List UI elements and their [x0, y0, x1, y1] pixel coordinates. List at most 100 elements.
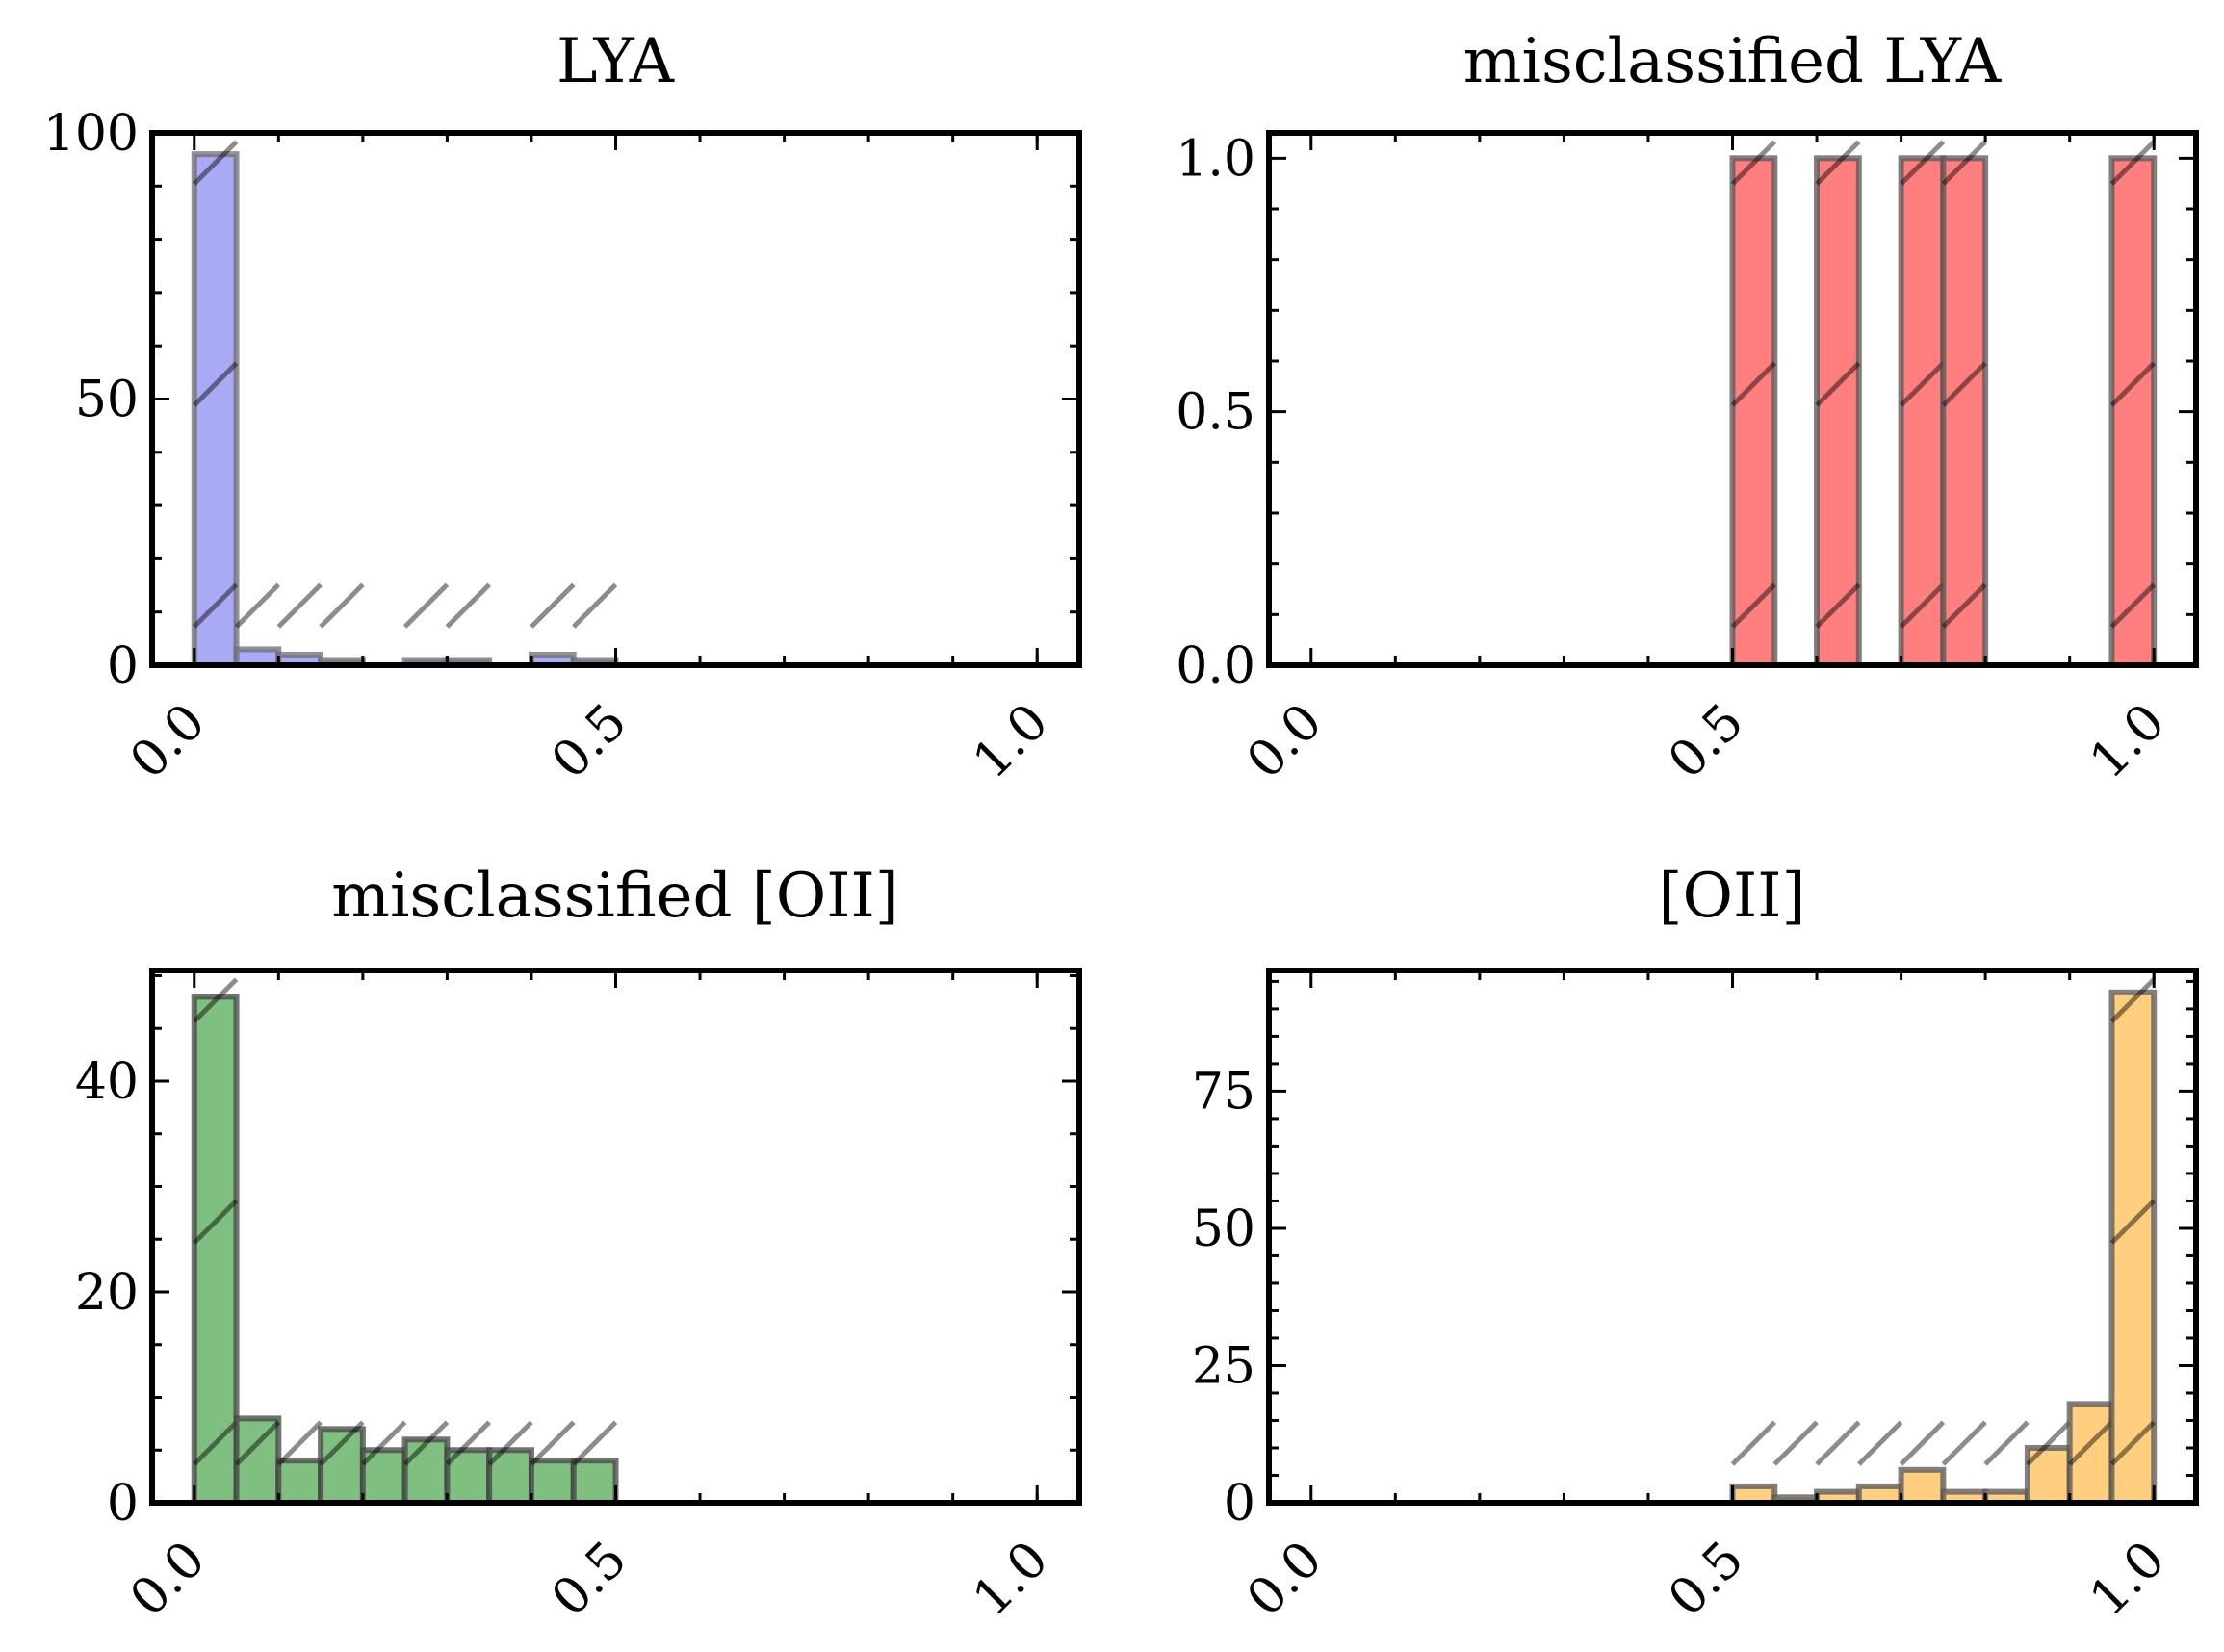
- panel-misclassified-lya: misclassified LYA 0.0 0.5 1.0 0.0 0.5 1.0: [1176, 26, 2199, 790]
- x-tick-label: 1.0: [963, 693, 1060, 790]
- bars-group: [1729, 140, 2158, 665]
- hatch-line: [234, 582, 281, 629]
- axes-frame: [149, 130, 1082, 668]
- hatch-line: [571, 582, 618, 629]
- panel-misclassified-oii: misclassified [OII] 0.0 0.5 1.0 0 20 40: [75, 861, 1082, 1628]
- histogram-bar: [2108, 989, 2158, 1503]
- histogram-bar: [2066, 1401, 2115, 1503]
- hatch-line: [1815, 361, 1861, 407]
- x-tick-label: 0.0: [119, 1531, 217, 1628]
- x-tick-label: 1.0: [963, 1531, 1060, 1628]
- hatch-line: [402, 1420, 450, 1466]
- hatch-line: [193, 977, 239, 1023]
- hatch-line: [193, 361, 239, 407]
- hatch-line: [319, 582, 365, 629]
- hatch-line: [2109, 140, 2156, 186]
- y-tick-label: 100: [43, 105, 139, 163]
- hatch-line: [1772, 1420, 1819, 1466]
- hatch-line: [1941, 361, 1987, 407]
- x-tick-label: 0.5: [1658, 1531, 1755, 1628]
- x-tick-label: 1.0: [2080, 1531, 2177, 1628]
- hatch-line: [234, 1420, 281, 1466]
- hatch-line: [2067, 1420, 2114, 1466]
- hatch-line: [1941, 140, 1987, 186]
- hatch-line: [319, 1420, 365, 1466]
- x-tick-label: 0.0: [119, 693, 217, 790]
- x-tick-label: 0.0: [1236, 1531, 1333, 1628]
- panel-title: misclassified [OII]: [331, 861, 898, 932]
- histogram-bar: [486, 1447, 534, 1503]
- histogram-bar: [1940, 155, 1989, 665]
- hatch-line: [1730, 582, 1777, 629]
- x-tick-label: 0.5: [541, 693, 638, 790]
- hatch-line: [2109, 1420, 2156, 1466]
- y-tick-label: 0: [107, 637, 139, 695]
- hatch-line: [1815, 1420, 1861, 1466]
- histogram-bar: [528, 1458, 577, 1503]
- hatch-line: [530, 582, 576, 629]
- panel-oii: [OII] 0.0 0.5 1.0 0 25 50 75: [1192, 861, 2199, 1628]
- hatch-line: [193, 582, 239, 629]
- hatch-line: [1941, 582, 1987, 629]
- hatch-line: [1899, 140, 1946, 186]
- ticks-group: 0.0 0.5 1.0 0.0 0.5 1.0: [1176, 130, 2196, 790]
- hatch-line: [1730, 140, 1777, 186]
- y-tick-label: 0: [1224, 1475, 1255, 1533]
- axes-frame: [1266, 130, 2199, 668]
- x-tick-label: 1.0: [2080, 693, 2177, 790]
- hatch-line: [1857, 1420, 1903, 1466]
- y-tick-label: 20: [75, 1264, 139, 1322]
- x-tick-label: 0.5: [1658, 693, 1755, 790]
- hatch-line: [276, 582, 323, 629]
- histogram-bar: [359, 1447, 408, 1503]
- histogram-bar: [2108, 155, 2158, 665]
- histogram-bar: [275, 1458, 324, 1503]
- hatch-line: [2109, 582, 2156, 629]
- hatch-line: [193, 140, 239, 186]
- y-tick-label: 50: [1192, 1200, 1255, 1258]
- axes-frame: [149, 968, 1082, 1506]
- bars-group: [191, 977, 619, 1503]
- bars-group: [191, 140, 619, 665]
- hatch-line: [530, 1420, 576, 1466]
- panel-lya: LYA 0.0 0.5 1.0 0 50 100: [43, 26, 1082, 790]
- hatch-line: [2109, 361, 2156, 407]
- hatch-line: [276, 1420, 323, 1466]
- y-tick-label: 50: [75, 372, 139, 429]
- hatch-line: [1815, 140, 1861, 186]
- y-tick-label: 0: [107, 1475, 139, 1533]
- histogram-bar: [191, 994, 240, 1503]
- hatch-line: [1899, 1420, 1946, 1466]
- hatch-line: [193, 1420, 239, 1466]
- hatch-line: [2109, 977, 2156, 1023]
- y-tick-label: 75: [1192, 1063, 1255, 1121]
- hatch-line: [1730, 361, 1777, 407]
- y-tick-label: 25: [1192, 1337, 1255, 1395]
- hatch-line: [1941, 1420, 1987, 1466]
- hatch-line: [2026, 1420, 2072, 1466]
- y-tick-label: 40: [75, 1053, 139, 1111]
- hatch-line: [1983, 1420, 2030, 1466]
- ticks-group: 0.0 0.5 1.0 0 25 50 75: [1192, 970, 2196, 1628]
- y-tick-label: 0.0: [1176, 637, 1255, 695]
- hatch-line: [1899, 361, 1946, 407]
- y-tick-label: 1.0: [1176, 130, 1255, 188]
- histogram-bar: [1729, 155, 1778, 665]
- hatch-line: [487, 1420, 533, 1466]
- hatch-line: [1730, 1420, 1777, 1466]
- hatch-line: [445, 1420, 491, 1466]
- hatch-line: [1899, 582, 1946, 629]
- x-tick-label: 0.5: [541, 1531, 638, 1628]
- histogram-bar: [191, 151, 240, 665]
- histogram-bar: [1898, 1466, 1947, 1503]
- x-tick-label: 0.0: [1236, 693, 1333, 790]
- axes-frame: [1266, 968, 2199, 1506]
- hatch-line: [571, 1420, 618, 1466]
- histogram-bar: [570, 1458, 619, 1503]
- hatch-line: [193, 1199, 239, 1245]
- panel-title: LYA: [556, 26, 675, 97]
- panel-title: [OII]: [1659, 861, 1806, 932]
- histogram-bar: [1814, 155, 1862, 665]
- hatch-line: [361, 1420, 407, 1466]
